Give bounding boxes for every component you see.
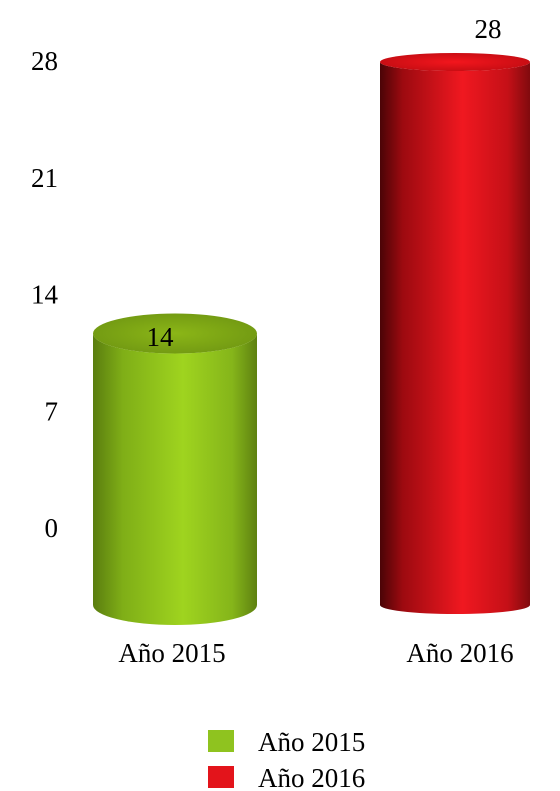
y-tick-label: 0 <box>45 513 59 543</box>
bar-body <box>93 333 257 625</box>
bar-top-cap <box>93 313 257 354</box>
bar <box>380 53 530 614</box>
data-label: 28 <box>475 14 502 44</box>
y-tick-label: 7 <box>45 396 59 426</box>
legend-item: Año 2016 <box>208 763 365 791</box>
y-axis: 0 7 14 21 28 <box>31 46 59 543</box>
data-label: 14 <box>147 322 175 352</box>
bar-top-cap <box>380 53 530 71</box>
x-axis: Año 2015 Año 2016 <box>118 638 513 668</box>
data-labels: 14 28 <box>147 14 502 352</box>
y-tick-label: 28 <box>31 46 58 76</box>
legend: Año 2015 Año 2016 <box>208 727 365 791</box>
legend-item: Año 2015 <box>208 727 365 757</box>
bars <box>93 53 530 625</box>
x-tick-label: Año 2015 <box>118 638 225 668</box>
legend-label: Año 2015 <box>258 727 365 757</box>
bar <box>93 313 257 625</box>
legend-swatch <box>208 766 234 788</box>
y-tick-label: 14 <box>31 280 59 310</box>
legend-swatch <box>208 730 234 752</box>
y-tick-label: 21 <box>31 163 58 193</box>
bar-body <box>380 62 530 614</box>
x-tick-label: Año 2016 <box>406 638 513 668</box>
legend-label: Año 2016 <box>258 763 365 791</box>
